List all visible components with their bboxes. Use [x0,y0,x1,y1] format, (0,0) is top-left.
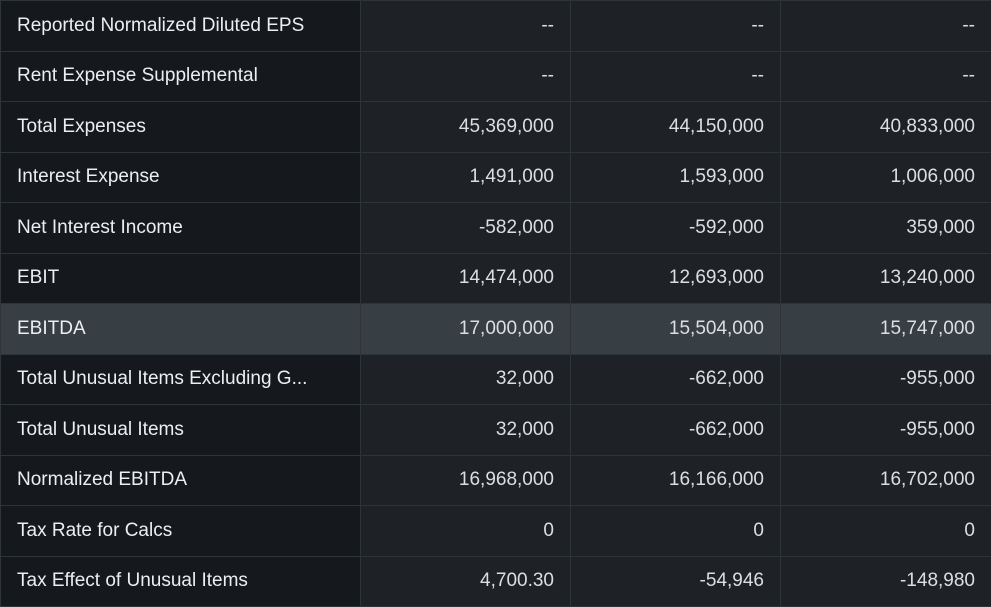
row-value: 44,150,000 [571,102,781,153]
row-value: -- [361,1,571,52]
row-label: Total Expenses [1,102,361,153]
row-value: -592,000 [571,203,781,254]
row-value: 17,000,000 [361,304,571,355]
row-label: Normalized EBITDA [1,455,361,506]
row-value: 16,968,000 [361,455,571,506]
row-value: 359,000 [781,203,991,254]
row-value: 1,593,000 [571,152,781,203]
row-value: -955,000 [781,405,991,456]
row-label: Net Interest Income [1,203,361,254]
table-row[interactable]: Total Unusual Items Excluding G...32,000… [1,354,991,405]
row-label: Total Unusual Items [1,405,361,456]
row-value: 1,006,000 [781,152,991,203]
row-value: 15,504,000 [571,304,781,355]
row-value: -- [781,51,991,102]
row-value: 14,474,000 [361,253,571,304]
row-value: 0 [781,506,991,557]
row-value: -582,000 [361,203,571,254]
row-label: Tax Rate for Calcs [1,506,361,557]
row-label: EBIT [1,253,361,304]
row-value: -54,946 [571,556,781,607]
row-value: -662,000 [571,354,781,405]
row-value: 32,000 [361,354,571,405]
row-value: 0 [361,506,571,557]
row-label: EBITDA [1,304,361,355]
row-value: -- [571,51,781,102]
row-value: -955,000 [781,354,991,405]
row-label: Total Unusual Items Excluding G... [1,354,361,405]
row-value: -148,980 [781,556,991,607]
row-value: 13,240,000 [781,253,991,304]
row-label: Rent Expense Supplemental [1,51,361,102]
table-row[interactable]: Rent Expense Supplemental------ [1,51,991,102]
row-value: 40,833,000 [781,102,991,153]
table-row[interactable]: Reported Normalized Diluted EPS------ [1,1,991,52]
row-value: 32,000 [361,405,571,456]
row-value: 45,369,000 [361,102,571,153]
row-value: -662,000 [571,405,781,456]
row-value: 12,693,000 [571,253,781,304]
row-value: 1,491,000 [361,152,571,203]
row-value: -- [571,1,781,52]
row-value: -- [361,51,571,102]
row-value: -- [781,1,991,52]
row-label: Interest Expense [1,152,361,203]
row-value: 4,700.30 [361,556,571,607]
row-label: Reported Normalized Diluted EPS [1,1,361,52]
row-value: 15,747,000 [781,304,991,355]
row-value: 0 [571,506,781,557]
row-value: 16,166,000 [571,455,781,506]
row-label: Tax Effect of Unusual Items [1,556,361,607]
row-value: 16,702,000 [781,455,991,506]
